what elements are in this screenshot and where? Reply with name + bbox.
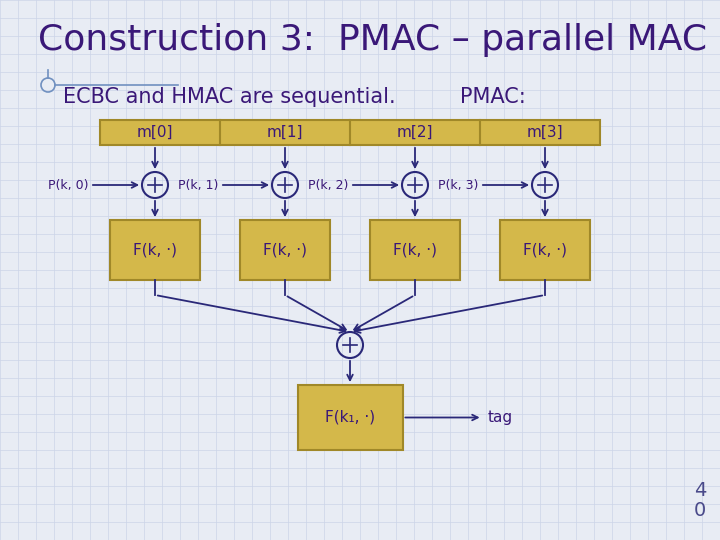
Text: P(k, 3): P(k, 3) (438, 179, 478, 192)
Text: F(k, ·): F(k, ·) (263, 242, 307, 258)
Text: 0: 0 (694, 501, 706, 519)
FancyBboxPatch shape (100, 120, 600, 145)
FancyBboxPatch shape (370, 220, 460, 280)
Text: m[2]: m[2] (397, 125, 433, 140)
FancyBboxPatch shape (500, 220, 590, 280)
Text: Construction 3:  PMAC – parallel MAC: Construction 3: PMAC – parallel MAC (38, 23, 707, 57)
Text: tag: tag (487, 410, 513, 425)
Text: P(k, 2): P(k, 2) (307, 179, 348, 192)
Text: 4: 4 (694, 481, 706, 500)
FancyBboxPatch shape (240, 220, 330, 280)
Text: PMAC:: PMAC: (460, 87, 526, 107)
Text: P(k, 1): P(k, 1) (178, 179, 218, 192)
Text: m[3]: m[3] (527, 125, 563, 140)
Text: m[1]: m[1] (266, 125, 303, 140)
Text: F(k, ·): F(k, ·) (133, 242, 177, 258)
FancyBboxPatch shape (297, 385, 402, 450)
Text: P(k, 0): P(k, 0) (48, 179, 88, 192)
Text: ECBC and HMAC are sequential.: ECBC and HMAC are sequential. (63, 87, 395, 107)
Text: F(k, ·): F(k, ·) (523, 242, 567, 258)
FancyBboxPatch shape (110, 220, 200, 280)
Text: F(k, ·): F(k, ·) (393, 242, 437, 258)
Text: m[0]: m[0] (137, 125, 174, 140)
Text: F(k₁, ·): F(k₁, ·) (325, 410, 375, 425)
